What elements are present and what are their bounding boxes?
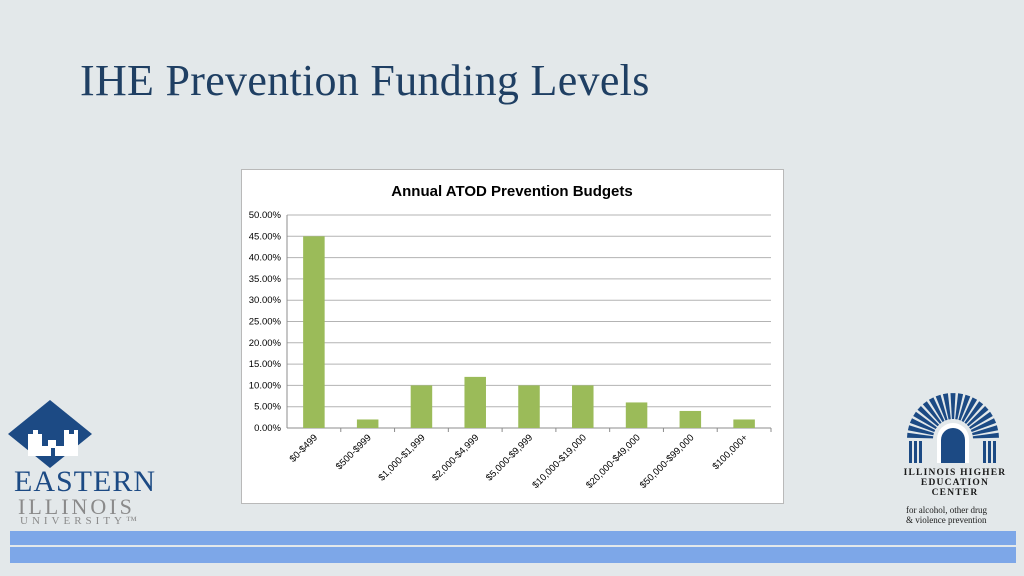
ihec-ray [935,394,948,421]
ihec-column [983,441,986,463]
bar [625,402,648,428]
ihec-ray [961,397,978,422]
ihec-ray [958,394,971,421]
y-tick-label: 50.00% [249,210,282,221]
ihec-ray [969,411,993,429]
ihec-logo-icon [907,393,999,463]
chart-container: Annual ATOD Prevention Budgets 0.00% 5.00… [241,169,784,504]
ihec-ray [942,393,951,420]
ihec-ray [907,432,934,439]
y-tick-label: 10.00% [249,380,282,391]
y-tick-label: 20.00% [249,338,282,349]
bar [303,236,325,428]
bar [464,376,486,428]
eiu-name-line3: UNIVERSITY™ [20,515,141,527]
eiu-name-line1: EASTERN [14,465,156,498]
ihec-column [993,441,996,463]
ihec-ray [922,401,942,424]
chart-title: Annual ATOD Prevention Budgets [391,183,632,200]
y-tick-label: 5.00% [254,402,281,413]
y-tick-label: 40.00% [249,253,282,264]
ihec-ray [964,401,984,424]
ihec-column [909,441,912,463]
ihec-name-line: ILLINOIS HIGHER [903,468,1007,478]
bar [733,419,755,428]
ihec-subtitle: for alcohol, other drug & violence preve… [906,505,1016,525]
bar [356,419,379,428]
ihec-ray [907,425,934,436]
ihec-name: ILLINOIS HIGHER EDUCATION CENTER [900,468,1010,498]
ihec-ray [928,397,945,422]
ihec-column [914,441,917,463]
x-tick-label: $2,000-$4,999 [430,432,481,483]
footer-band [10,531,1016,563]
y-tick-label: 30.00% [249,295,282,306]
ihec-ray [909,418,936,432]
x-tick-label: $100,000+ [711,432,751,472]
y-tick-label: 15.00% [249,359,282,370]
ihec-ray [972,425,999,436]
ihec-ray [972,432,999,439]
bar [518,385,540,428]
x-tick-label: $1,000-$1,999 [376,432,427,483]
eiu-name-line2: ILLINOIS [18,494,135,519]
bar [679,410,702,428]
ihec-column [988,441,991,463]
slide-title: IHE Prevention Funding Levels [80,56,650,105]
y-tick-label: 0.00% [254,423,281,434]
x-tick-label: $0-$499 [288,432,320,464]
x-tick-label: $10,000-$19,000 [530,432,589,491]
ihec-column [919,441,922,463]
x-tick-label: $20,000-$49,000 [584,432,643,491]
ihec-ray [970,418,997,432]
ihec-name-line: CENTER [931,488,979,498]
bar [572,385,594,428]
ihec-ray [917,406,940,427]
x-tick-label: $500-$999 [334,432,374,472]
ihec-ray [955,393,964,420]
bar-chart: Annual ATOD Prevention Budgets 0.00% 5.00… [249,183,772,491]
y-tick-label: 25.00% [249,317,282,328]
y-tick-label: 45.00% [249,231,282,242]
bar [410,385,433,428]
ihec-subtitle-line: & violence prevention [906,515,987,525]
ihec-ray [950,393,956,419]
ihec-ray [913,411,937,429]
ihec-name-line: EDUCATION [920,478,990,488]
ihec-ray [966,406,989,427]
y-tick-label: 35.00% [249,274,282,285]
ihec-subtitle-line: for alcohol, other drug [906,505,987,515]
x-tick-label: $5,000-$9,999 [484,432,535,483]
x-tick-label: $50,000-$99,000 [638,432,697,491]
footer-divider [10,545,1016,547]
eiu-logo-icon [8,400,92,468]
